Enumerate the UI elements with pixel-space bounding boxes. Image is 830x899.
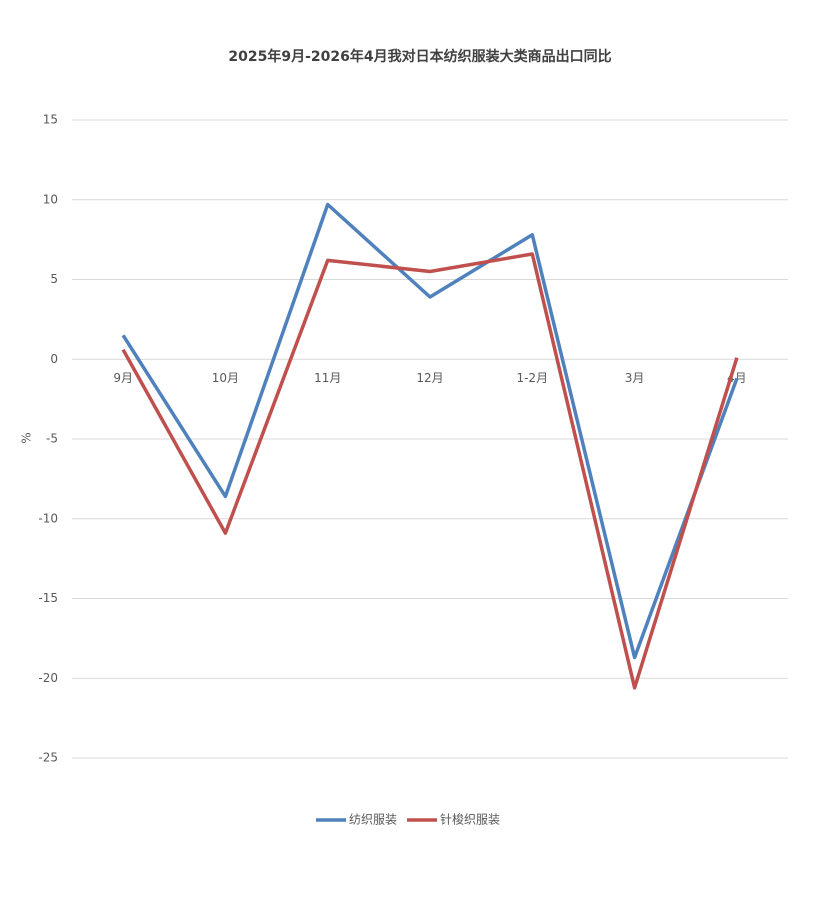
y-tick-label: -20: [38, 671, 58, 685]
y-tick-label: -25: [38, 751, 58, 765]
x-tick-label: 3月: [625, 371, 645, 385]
y-tick-label: 10: [43, 192, 58, 206]
y-tick-label: 0: [50, 352, 58, 366]
x-tick-label: 9月: [113, 371, 133, 385]
y-tick-label: -5: [46, 432, 58, 446]
y-tick-label: 5: [50, 272, 58, 286]
chart-title: 2025年9月-2026年4月我对日本纺织服装大类商品出口同比: [228, 48, 611, 65]
x-tick-label: 11月: [314, 371, 341, 385]
x-tick-label: 1-2月: [516, 371, 548, 385]
y-tick-label: 15: [43, 113, 58, 127]
series-line: [121, 202, 739, 660]
y-tick-label: -15: [38, 591, 58, 605]
legend-label: 纺织服装: [349, 813, 397, 827]
y-tick-label: -10: [38, 511, 58, 525]
series-line: [121, 252, 739, 690]
x-tick-label: 12月: [416, 371, 443, 385]
legend-label: 针梭织服装: [440, 812, 500, 827]
y-axis-label: %: [20, 432, 34, 443]
x-tick-label: 10月: [212, 371, 239, 385]
